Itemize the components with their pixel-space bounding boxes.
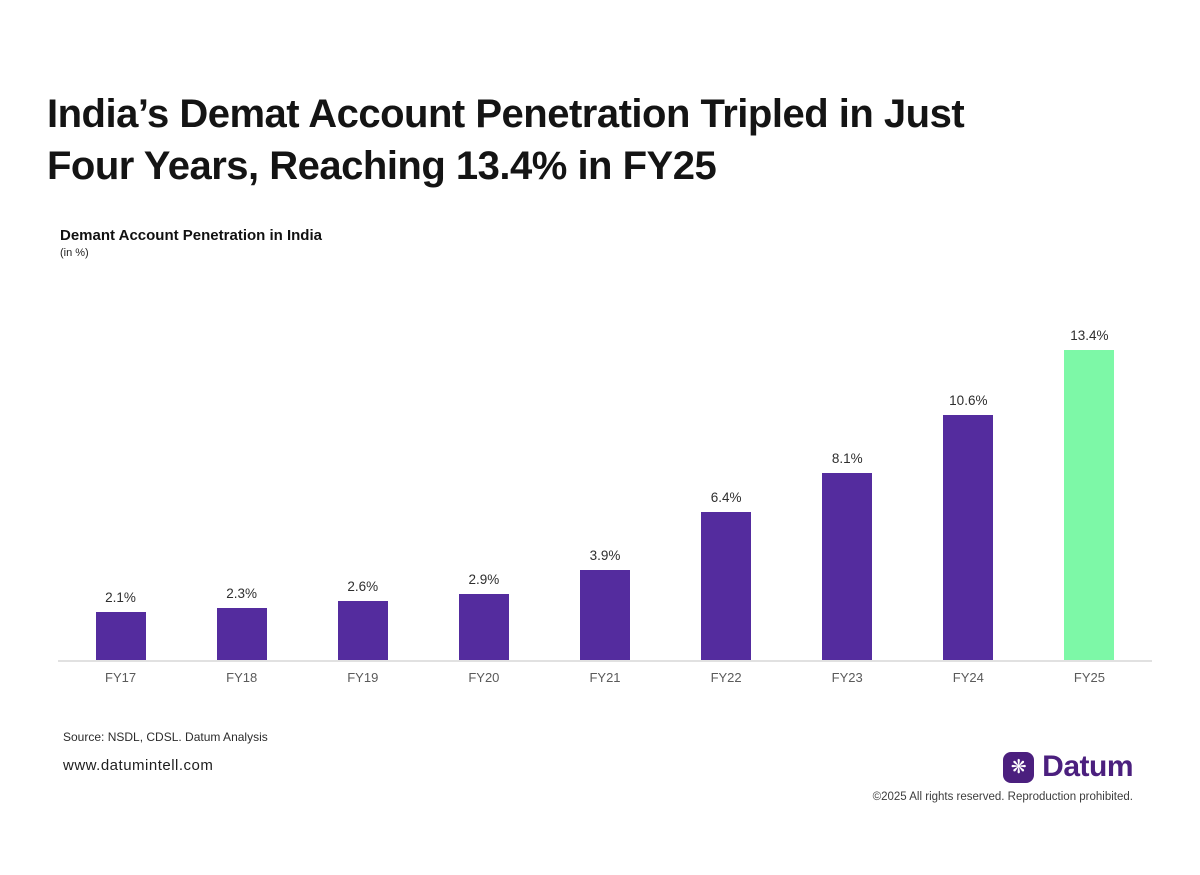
bar-value-label: 8.1% — [831, 451, 863, 466]
x-tick-fy24: FY24 — [952, 670, 984, 685]
page-title-line-1: India’s Demat Account Penetration Triple… — [47, 92, 965, 136]
bar-column-fy18: 2.3% — [181, 586, 302, 661]
x-tick-fy22: FY22 — [710, 670, 742, 685]
bar-value-label: 10.6% — [949, 393, 988, 408]
x-tick-fy21: FY21 — [589, 670, 621, 685]
x-tick-fy17: FY17 — [105, 670, 137, 685]
page-title: India’s Demat Account Penetration Triple… — [47, 88, 1157, 192]
bar-column-fy17: 2.1% — [60, 590, 181, 661]
bar-column-fy22: 6.4% — [666, 490, 787, 661]
bar-column-fy21: 3.9% — [544, 548, 665, 661]
bar-fy17 — [95, 612, 146, 661]
x-axis-labels: FY17 FY18 FY19 FY20 FY21 FY22 FY23 FY24 FY25 — [60, 670, 1150, 685]
bar-fy21 — [579, 570, 630, 661]
starburst-icon: ❋ — [1003, 751, 1035, 783]
bar-fy22 — [701, 512, 752, 661]
page-title-line-2: Four Years, Reaching 13.4% in FY25 — [47, 144, 717, 188]
bar-fy18 — [216, 608, 267, 661]
x-tick-fy19: FY19 — [347, 670, 379, 685]
x-tick-fy25: FY25 — [1073, 670, 1105, 685]
bar-value-label: 6.4% — [710, 490, 742, 505]
bar-value-label: 13.4% — [1070, 328, 1109, 343]
website-text: www.datumintell.com — [63, 757, 214, 774]
bar-fy23 — [822, 473, 873, 661]
x-tick-fy20: FY20 — [468, 670, 500, 685]
source-note: Source: NSDL, CDSL. Datum Analysis — [63, 730, 268, 744]
bar-value-label: 2.1% — [105, 590, 136, 605]
bar-value-label: 2.3% — [226, 586, 258, 601]
x-axis-line — [58, 660, 1152, 662]
bar-fy19 — [337, 601, 388, 661]
bar-column-fy20: 2.9% — [423, 572, 544, 661]
bar-fy24 — [943, 415, 994, 661]
brand-name: Datum — [1042, 750, 1133, 783]
bar-column-fy19: 2.6% — [302, 579, 423, 661]
bar-column-fy25: 13.4% — [1029, 328, 1150, 661]
bar-value-label: 3.9% — [589, 548, 621, 563]
x-tick-fy23: FY23 — [831, 670, 863, 685]
chart-title: Demant Account Penetration in India — [60, 227, 322, 244]
bar-chart: 2.1% 2.3% 2.6% 2.9% 3.9% 6.4% 8.1% 10.6% 13.4% — [60, 301, 1150, 661]
x-tick-fy18: FY18 — [226, 670, 258, 685]
bar-column-fy24: 10.6% — [908, 393, 1029, 661]
bar-fy20 — [458, 594, 509, 661]
chart-unit-label: (in %) — [60, 247, 89, 259]
bar-value-label: 2.6% — [347, 579, 379, 594]
bar-column-fy23: 8.1% — [787, 451, 908, 661]
bar-fy25 — [1064, 350, 1115, 661]
datum-logo: ❋ Datum — [1003, 750, 1133, 784]
copyright-note: ©2025 All rights reserved. Reproduction … — [872, 791, 1133, 803]
bar-value-label: 2.9% — [468, 572, 500, 587]
